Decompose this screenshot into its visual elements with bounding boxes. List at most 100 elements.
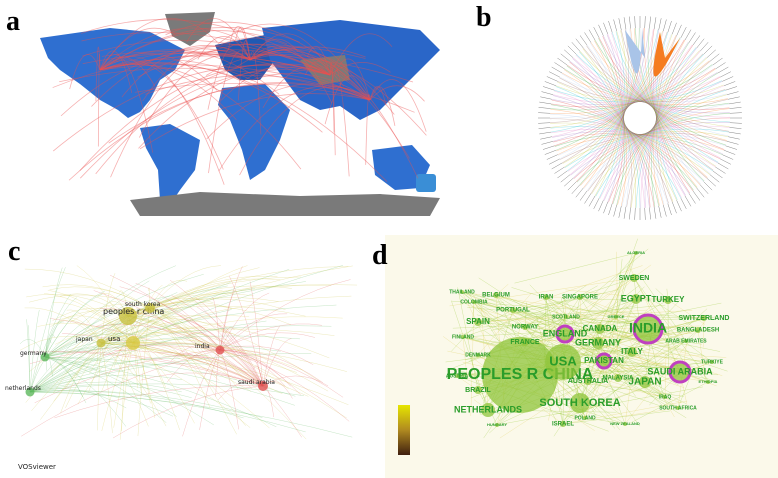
network-link xyxy=(132,315,250,344)
network-node xyxy=(482,337,558,413)
chord-link xyxy=(566,65,660,207)
network-link xyxy=(229,275,264,387)
chord-link xyxy=(598,38,626,206)
network-link xyxy=(457,309,514,338)
network-link xyxy=(29,359,102,393)
chord-link xyxy=(603,81,723,201)
network-link xyxy=(461,291,553,328)
map-link xyxy=(99,53,414,83)
map-link xyxy=(249,49,395,115)
chord-tick xyxy=(588,195,596,207)
network-link xyxy=(495,294,614,340)
network-link xyxy=(28,294,151,309)
network-link xyxy=(579,296,593,318)
network-link xyxy=(44,321,65,358)
chord-link xyxy=(554,90,686,197)
chord-tick xyxy=(544,150,557,155)
chord-tick xyxy=(542,145,555,150)
map-link xyxy=(329,64,336,156)
map-link xyxy=(121,45,251,98)
network-link xyxy=(217,324,264,387)
network-link xyxy=(97,342,102,431)
network-link xyxy=(545,296,640,427)
network-link xyxy=(262,326,280,387)
network-link xyxy=(132,339,260,360)
chord-tick xyxy=(538,122,551,124)
node-label: CANADA xyxy=(583,324,618,333)
network-link xyxy=(29,294,71,393)
map-link xyxy=(101,51,371,101)
map-link xyxy=(218,85,371,172)
network-node xyxy=(472,300,476,304)
network-link xyxy=(461,291,624,366)
network-link xyxy=(219,349,240,430)
node-label: SINGAPORE xyxy=(562,295,598,301)
network-node xyxy=(493,292,499,298)
network-link xyxy=(453,298,637,368)
network-node xyxy=(595,352,613,370)
network-link xyxy=(653,300,699,331)
network-link xyxy=(149,304,292,325)
network-link xyxy=(100,342,252,392)
chord-link xyxy=(621,64,713,207)
chord-tick xyxy=(722,76,734,82)
map-link xyxy=(82,39,331,76)
network-link xyxy=(583,348,633,353)
chord-link xyxy=(620,29,714,171)
chord-link xyxy=(594,40,628,207)
network-link xyxy=(452,317,705,329)
network-link xyxy=(24,307,102,344)
network-link xyxy=(149,307,267,389)
network-link xyxy=(586,370,681,373)
map-link xyxy=(80,19,331,76)
map-link xyxy=(142,46,251,102)
map-link xyxy=(99,43,366,71)
chord-link xyxy=(550,109,701,186)
chord-tick xyxy=(618,205,622,218)
map-link xyxy=(60,51,251,117)
network-link xyxy=(219,349,350,422)
chord-tick xyxy=(700,42,709,52)
chord-tick xyxy=(544,81,557,86)
map-link xyxy=(99,59,259,84)
map-link xyxy=(369,86,396,126)
map-link xyxy=(369,86,387,106)
map-link xyxy=(208,50,251,174)
network-node xyxy=(632,313,664,345)
network-link xyxy=(67,315,134,344)
network-link xyxy=(599,328,728,372)
map-link xyxy=(249,50,262,135)
chord-link xyxy=(591,94,728,195)
network-link xyxy=(132,326,228,344)
map-link xyxy=(186,18,251,61)
map-link xyxy=(97,53,101,147)
network-link xyxy=(62,333,264,387)
chord-tick xyxy=(653,17,657,30)
network-link xyxy=(633,277,712,385)
network-link xyxy=(457,287,479,391)
chord-tick xyxy=(649,16,651,29)
network-link xyxy=(44,265,176,358)
map-link xyxy=(369,79,427,132)
chord-link xyxy=(612,72,719,204)
node-label: SWITZERLAND xyxy=(679,315,730,322)
network-link xyxy=(127,315,289,390)
chord-tick xyxy=(715,166,726,174)
network-node xyxy=(474,386,482,394)
network-link xyxy=(538,277,635,310)
map-link xyxy=(262,66,331,109)
network-link xyxy=(149,280,188,309)
node-label: COLOMBIA xyxy=(460,299,488,305)
network-node xyxy=(614,315,618,319)
chord-link xyxy=(561,73,669,204)
node-label: FRANCE xyxy=(510,339,539,346)
network-link xyxy=(29,390,174,417)
network-link xyxy=(587,361,713,375)
network-link xyxy=(29,292,178,393)
network-link xyxy=(29,374,183,393)
network-link xyxy=(462,307,551,338)
network-link xyxy=(461,291,505,304)
network-link xyxy=(219,313,288,351)
network-link xyxy=(196,306,264,387)
network-link xyxy=(470,301,475,416)
